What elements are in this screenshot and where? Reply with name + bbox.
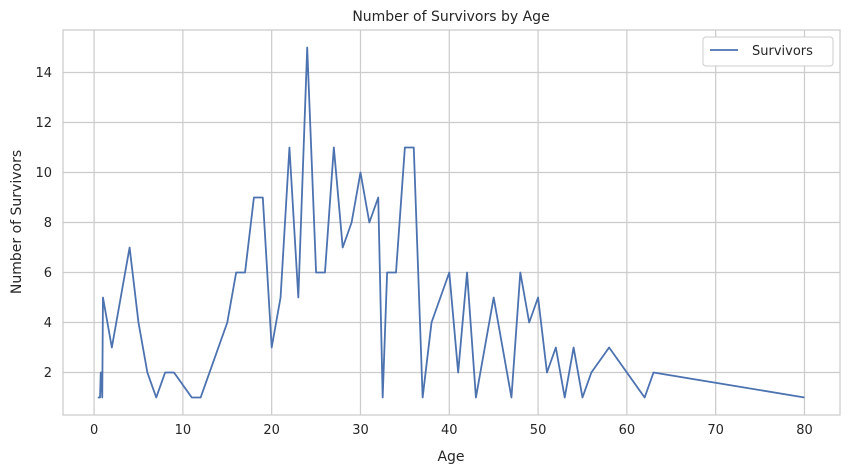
y-axis-label: Number of Survivors bbox=[9, 150, 25, 294]
y-tick-label: 6 bbox=[44, 266, 52, 281]
y-tick-label: 8 bbox=[44, 216, 52, 231]
grid bbox=[63, 30, 840, 415]
y-tick-label: 12 bbox=[35, 116, 52, 131]
y-tick-label: 4 bbox=[44, 316, 52, 331]
x-tick-label: 0 bbox=[90, 423, 98, 438]
series-line-survivors bbox=[97, 46, 805, 399]
legend-label: Survivors bbox=[752, 44, 813, 59]
x-tick-label: 40 bbox=[441, 423, 458, 438]
x-tick-label: 70 bbox=[707, 423, 724, 438]
x-tick-label: 60 bbox=[619, 423, 636, 438]
y-tick-label: 10 bbox=[35, 166, 52, 181]
x-tick-label: 20 bbox=[263, 423, 280, 438]
x-tick-label: 50 bbox=[530, 423, 547, 438]
legend: Survivors bbox=[702, 36, 834, 67]
x-tick-label: 10 bbox=[175, 423, 192, 438]
x-tick-label: 80 bbox=[796, 423, 813, 438]
y-tick-label: 14 bbox=[35, 66, 52, 81]
series-group bbox=[97, 46, 805, 399]
ticks: 0 10 20 30 40 50 60 70 80 2 4 6 8 10 12 14 bbox=[35, 66, 812, 438]
x-tick-label: 30 bbox=[352, 423, 369, 438]
chart-title: Number of Survivors by Age bbox=[352, 9, 549, 25]
legend-box bbox=[702, 36, 834, 67]
plot-frame bbox=[62, 29, 841, 416]
y-tick-label: 2 bbox=[44, 366, 52, 381]
x-axis-label: Age bbox=[437, 449, 464, 465]
